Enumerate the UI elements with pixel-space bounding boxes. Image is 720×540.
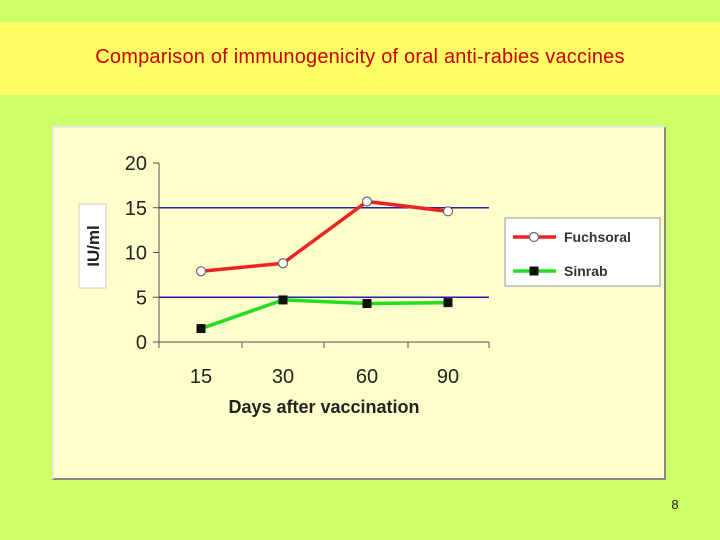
y-tick-label: 5	[136, 287, 147, 309]
data-point-fuchsoral	[195, 266, 207, 277]
x-tick-label: 60	[356, 366, 378, 388]
legend-box	[504, 217, 661, 287]
data-point-sinrab	[278, 295, 288, 305]
data-point-fuchsoral	[361, 196, 373, 207]
series-line-sinrab	[200, 298, 449, 331]
legend-marker-sinrab	[529, 266, 539, 276]
y-axis-title-box	[78, 203, 107, 289]
data-point-sinrab	[196, 324, 206, 334]
data-point-sinrab	[362, 299, 372, 309]
title-band	[0, 22, 720, 95]
legend-marker-fuchsoral	[528, 231, 540, 243]
line-chart: 0 5 10 15 20 Fuchsoral Sinrab 15 30 60 90 Days af…	[78, 153, 661, 417]
x-tick-label: 30	[272, 366, 294, 388]
y-tick-label: 10	[125, 243, 147, 265]
data-point-fuchsoral	[442, 206, 454, 217]
y-axis-title: IU/ml	[84, 225, 103, 267]
x-tick-label: 90	[437, 366, 459, 388]
y-tick-label: 20	[125, 153, 147, 175]
legend-label: Fuchsoral	[564, 229, 631, 245]
page-number: 8	[671, 497, 679, 512]
y-tick-label: 15	[125, 198, 147, 220]
x-tick-label: 15	[190, 366, 212, 388]
data-point-fuchsoral	[277, 258, 289, 269]
series-line-fuchsoral	[200, 199, 449, 274]
y-tick-label: 0	[136, 332, 147, 354]
data-point-sinrab	[443, 298, 453, 308]
x-axis-title: Days after vaccination	[228, 397, 419, 417]
slide-title: Comparison of immunogenicity of oral ant…	[95, 46, 625, 68]
legend-label: Sinrab	[564, 263, 608, 279]
